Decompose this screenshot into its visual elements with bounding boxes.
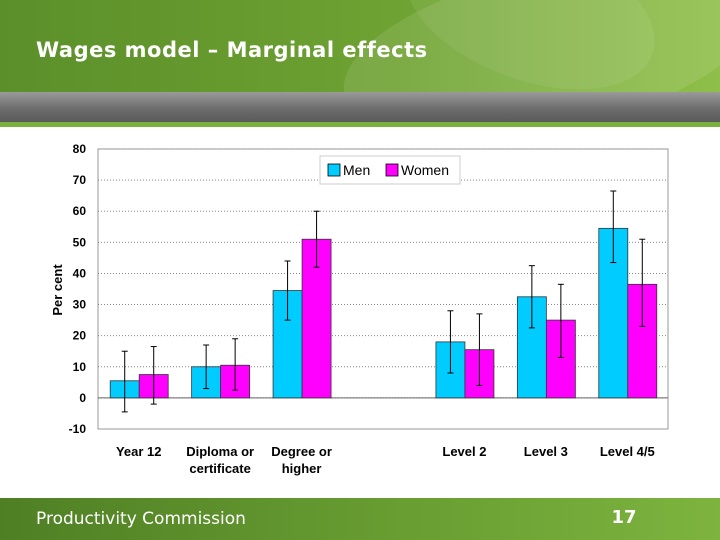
x-axis-labels: Year 12 Diploma or certificate Degree or hig… <box>116 444 655 476</box>
error-bars <box>121 190 646 413</box>
x-tick-label: Level 3 <box>524 444 568 459</box>
x-tick-label: Level 4/5 <box>600 444 655 459</box>
y-tick-label: 70 <box>73 173 87 187</box>
x-tick-label: Diploma or <box>186 444 254 459</box>
y-axis-ticks: -10 0 10 20 30 40 50 60 70 80 <box>69 142 87 436</box>
plot-area <box>97 148 669 430</box>
slide-title: Wages model – Marginal effects <box>36 38 428 62</box>
y-tick-label: 50 <box>73 235 87 249</box>
legend-swatch-men <box>327 163 341 177</box>
y-tick-label: 20 <box>73 329 87 343</box>
y-tick-label: 60 <box>73 204 87 218</box>
page-number: 17 <box>611 507 637 528</box>
slide-footer <box>0 498 720 540</box>
header-band-line <box>0 122 720 127</box>
y-tick-label: 0 <box>79 391 86 405</box>
y-axis-label: Per cent <box>50 264 65 316</box>
y-tick-label: 80 <box>73 142 87 156</box>
y-tick-label: 40 <box>73 266 87 280</box>
slide-header <box>0 0 720 92</box>
x-tick-label: Year 12 <box>116 444 162 459</box>
legend-label-men: Men <box>343 162 370 178</box>
x-tick-label: Level 2 <box>442 444 486 459</box>
y-tick-label: -10 <box>69 422 87 436</box>
y-tick-label: 30 <box>73 298 87 312</box>
legend-swatch-women <box>385 163 399 177</box>
y-tick-label: 10 <box>73 360 87 374</box>
x-tick-label: higher <box>282 461 322 476</box>
header-band <box>0 92 720 122</box>
footer-organisation: Productivity Commission <box>36 509 246 529</box>
x-tick-label: certificate <box>189 461 250 476</box>
x-tick-label: Degree or <box>271 444 332 459</box>
legend-label-women: Women <box>401 162 449 178</box>
bar-chart: -10 0 10 20 30 40 50 60 70 80 Year 12 Diploma or ce… <box>50 142 669 476</box>
legend: Men Women <box>319 155 461 185</box>
